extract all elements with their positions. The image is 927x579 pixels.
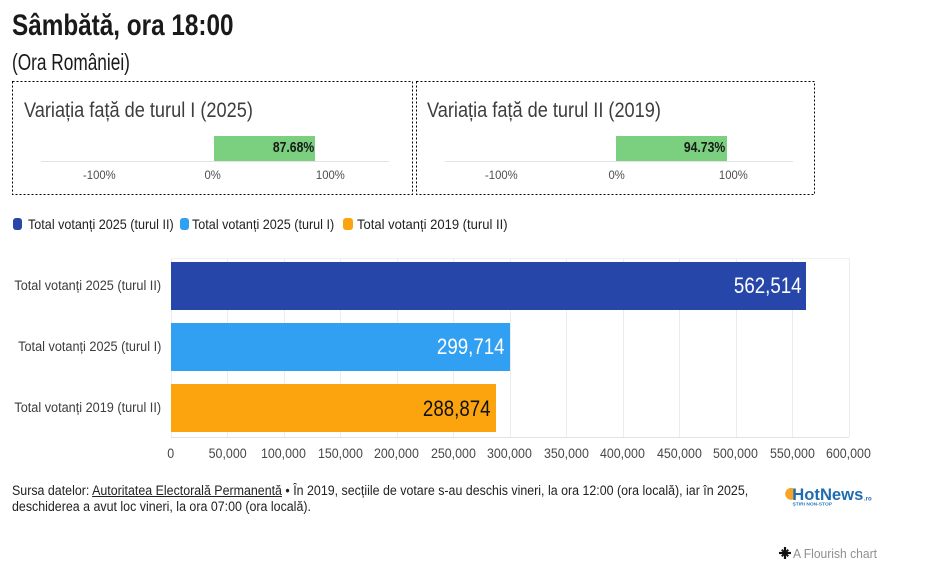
svg-text:.ro: .ro bbox=[864, 497, 872, 503]
svg-text:HotNews: HotNews bbox=[792, 486, 863, 504]
svg-text:ȘTIRI NON-STOP: ȘTIRI NON-STOP bbox=[793, 502, 833, 508]
